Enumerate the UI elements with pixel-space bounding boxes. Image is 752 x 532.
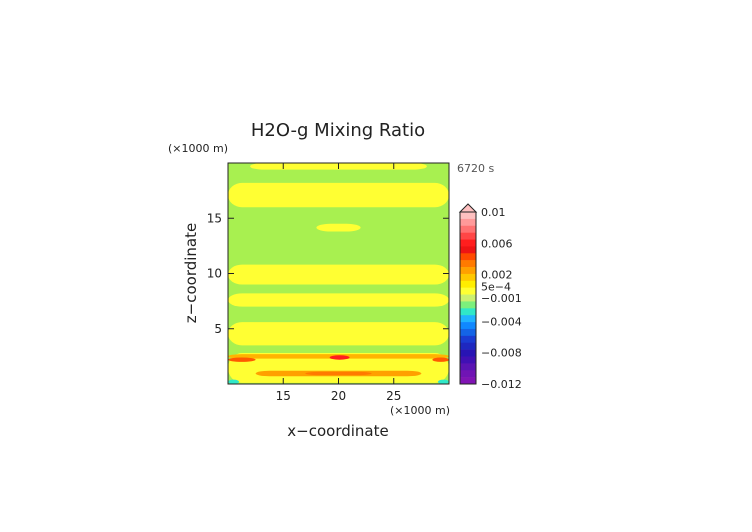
colorbar-swatch — [460, 218, 476, 227]
contour-region — [329, 355, 350, 360]
x-tick-label: 25 — [386, 389, 401, 403]
contour-region — [228, 357, 256, 362]
y-axis-unit: (×1000 m) — [168, 142, 228, 155]
colorbar-swatch — [460, 349, 476, 357]
colorbar-swatch — [460, 273, 476, 282]
colorbar-swatch — [460, 253, 476, 261]
contour-region — [228, 322, 449, 346]
colorbar-label: −0.004 — [481, 315, 522, 328]
x-tick-label: 20 — [331, 389, 346, 403]
colorbar-swatch — [460, 280, 476, 288]
contour-region — [437, 379, 449, 384]
colorbar-swatch — [460, 335, 476, 344]
x-axis-label: x−coordinate — [287, 422, 388, 440]
x-axis: 15 20 25 — [276, 163, 401, 403]
colorbar-label: −0.012 — [481, 378, 522, 391]
y-axis-label: z−coordinate — [182, 223, 200, 323]
colorbar-extend-arrow — [458, 203, 478, 213]
x-axis-unit: (×1000 m) — [390, 404, 450, 417]
contour-region — [228, 264, 449, 285]
colorbar-swatch — [460, 287, 476, 295]
colorbar-swatch — [460, 239, 476, 247]
colorbar-label: −0.001 — [481, 292, 522, 305]
colorbar-swatch — [460, 225, 476, 233]
contour-region — [228, 182, 449, 208]
colorbar-label: 0.006 — [481, 237, 513, 250]
contour-region — [228, 293, 449, 307]
colorbar-swatch — [460, 267, 476, 275]
x-tick-label: 15 — [276, 389, 291, 403]
colorbar-label: 5e−4 — [481, 280, 511, 293]
colorbar-label: −0.008 — [481, 347, 522, 360]
colorbar-swatch — [460, 377, 476, 385]
colorbar-swatch — [460, 342, 476, 350]
colorbar-swatch — [460, 260, 476, 268]
colorbar-swatch — [460, 308, 476, 316]
colorbar-swatch — [460, 301, 476, 309]
colorbar-swatch — [460, 322, 476, 330]
contour-region — [228, 379, 240, 384]
plot-area — [228, 163, 449, 384]
colorbar-swatch — [460, 315, 476, 323]
y-tick-label: 5 — [214, 322, 222, 336]
colorbar-swatch — [460, 246, 476, 254]
colorbar-swatch — [460, 294, 476, 302]
colorbar-swatch — [460, 356, 476, 364]
y-axis: 5 10 15 — [207, 211, 449, 336]
colorbar-label: 0.002 — [481, 269, 513, 282]
chart-title: H2O-g Mixing Ratio — [251, 120, 425, 141]
colorbar-swatch — [460, 328, 476, 337]
colorbar-swatch — [460, 232, 476, 240]
y-tick-label: 15 — [207, 211, 222, 225]
contour-region — [432, 357, 449, 362]
colorbar-swatch — [460, 212, 476, 220]
colorbar-swatch — [460, 370, 476, 378]
contour-region — [316, 223, 361, 232]
colorbar-swatch — [460, 363, 476, 371]
contour-region — [305, 371, 372, 376]
y-tick-label: 10 — [207, 267, 222, 281]
time-label: 6720 s — [457, 162, 494, 175]
colorbar-label: 0.01 — [481, 206, 506, 219]
